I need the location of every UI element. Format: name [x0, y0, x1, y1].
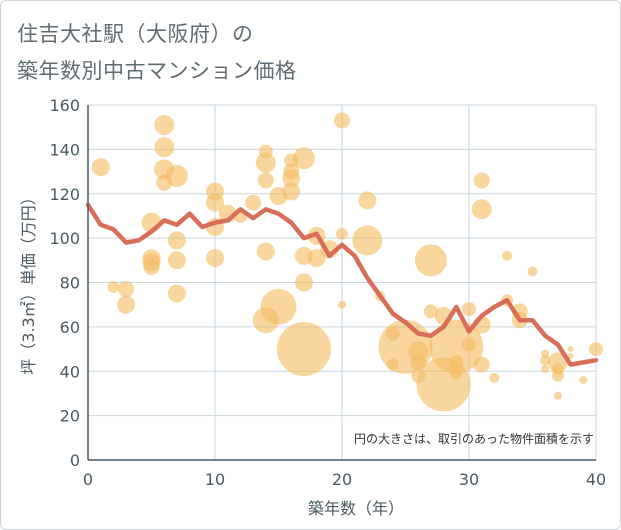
- x-tick-label: 0: [83, 470, 93, 489]
- data-bubble: [527, 266, 538, 277]
- data-bubble: [167, 284, 186, 303]
- y-axis-label: 坪（3.3㎡）単価（万円）: [19, 189, 38, 374]
- x-tick-label: 30: [459, 470, 479, 489]
- data-bubble: [410, 354, 427, 371]
- y-tick-label: 20: [60, 407, 80, 426]
- y-tick-label: 0: [70, 451, 80, 470]
- data-bubble: [473, 356, 490, 373]
- data-bubble: [143, 258, 160, 275]
- data-bubble: [260, 288, 297, 325]
- data-bubble: [541, 349, 550, 358]
- average-price-line: [85, 202, 599, 367]
- y-tick-label: 100: [49, 229, 80, 248]
- data-bubble: [292, 147, 315, 170]
- data-bubble: [256, 242, 275, 261]
- data-bubble: [117, 295, 136, 314]
- axes: 0 20 40 60 80 100 120 140 160 0 10 20 30 40: [49, 96, 606, 489]
- bubble-layer: [91, 112, 603, 412]
- x-tick-label: 40: [586, 470, 606, 489]
- data-bubble: [471, 199, 492, 220]
- data-bubble: [449, 355, 464, 370]
- data-bubble: [462, 302, 476, 317]
- y-tick-label: 140: [49, 140, 80, 159]
- chart-title-line1: 住吉大社駅（大阪府）の: [17, 22, 254, 46]
- data-bubble: [307, 249, 326, 268]
- data-bubble: [91, 158, 110, 177]
- data-bubble: [154, 137, 175, 158]
- chart-title-line2: 築年数別中古マンション価格: [17, 59, 297, 83]
- data-bubble: [551, 369, 564, 382]
- data-bubble: [154, 114, 175, 135]
- y-tick-label: 120: [49, 185, 80, 204]
- trend-line-layer: [85, 202, 599, 367]
- data-bubble: [107, 280, 120, 293]
- data-bubble: [245, 194, 262, 211]
- data-bubble: [282, 169, 301, 188]
- data-bubble: [167, 251, 186, 270]
- data-bubble: [334, 112, 350, 129]
- y-tick-label: 160: [49, 96, 80, 115]
- data-bubble: [206, 249, 224, 268]
- data-bubble: [589, 342, 603, 357]
- data-bubble: [276, 322, 331, 377]
- data-bubble: [336, 227, 348, 240]
- data-bubble: [502, 250, 513, 261]
- data-bubble: [118, 281, 135, 298]
- y-tick-label: 60: [60, 318, 80, 337]
- data-bubble: [255, 152, 276, 173]
- data-bubble: [282, 182, 301, 201]
- x-axis-label: 築年数（年）: [308, 499, 404, 518]
- data-bubble: [541, 365, 550, 374]
- size-annotation: 円の大きさは、取引のあった物件面積を示す: [354, 431, 594, 446]
- data-bubble: [462, 337, 476, 352]
- data-bubble: [338, 300, 346, 309]
- x-tick-label: 20: [332, 470, 352, 489]
- y-tick-label: 40: [60, 362, 80, 381]
- data-bubble: [423, 304, 438, 319]
- y-tick-label: 80: [60, 274, 80, 293]
- data-bubble: [579, 376, 588, 385]
- data-bubble: [352, 225, 383, 256]
- data-bubble: [567, 352, 574, 359]
- data-bubble: [165, 165, 188, 187]
- data-bubble: [294, 273, 313, 292]
- data-bubble: [567, 346, 574, 353]
- x-tick-label: 10: [205, 470, 225, 489]
- data-bubble: [167, 231, 186, 250]
- data-bubble: [257, 172, 274, 189]
- data-bubble: [473, 172, 490, 189]
- data-bubble: [414, 244, 447, 277]
- data-bubble: [553, 391, 562, 400]
- grid: [88, 104, 597, 460]
- data-bubble: [358, 191, 377, 210]
- data-bubble: [489, 372, 500, 383]
- data-bubble: [540, 355, 551, 366]
- data-bubble: [206, 193, 224, 212]
- data-bubble: [450, 367, 463, 380]
